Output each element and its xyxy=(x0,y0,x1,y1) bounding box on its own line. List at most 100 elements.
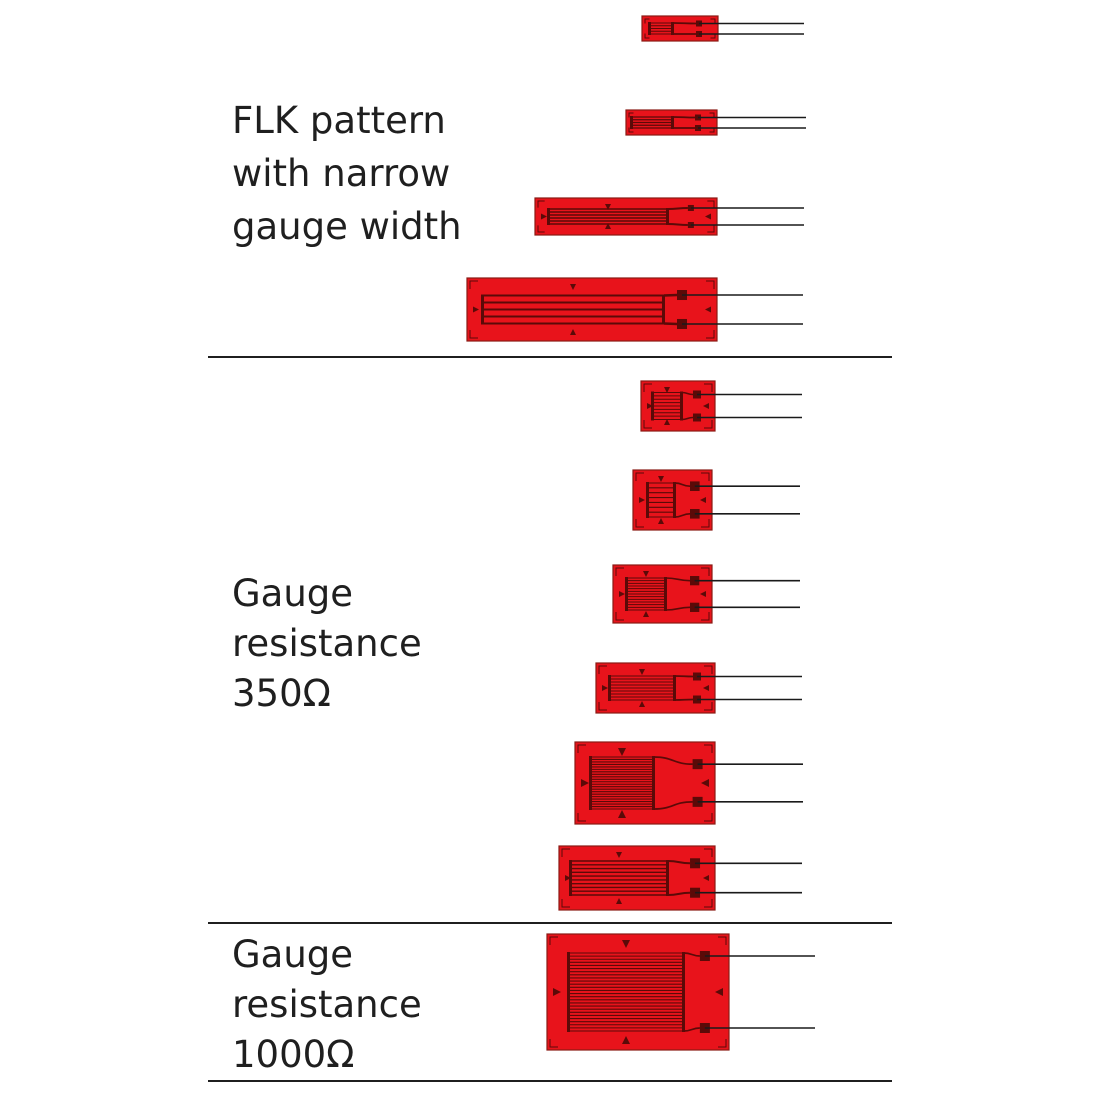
corner-mark xyxy=(701,519,710,528)
grid-end-left xyxy=(547,208,550,225)
lead-trace xyxy=(674,512,691,518)
lead-trace xyxy=(672,116,696,119)
alignment-mark xyxy=(700,591,706,597)
alignment-mark xyxy=(553,988,561,996)
corner-mark xyxy=(704,744,713,753)
alignment-mark xyxy=(703,685,709,691)
label-line: with narrow xyxy=(232,152,451,195)
strain-gauge xyxy=(546,933,815,1051)
corner-mark xyxy=(704,702,713,711)
corner-mark xyxy=(709,127,715,133)
corner-mark xyxy=(549,1039,558,1048)
divider-1000 xyxy=(208,1080,892,1082)
corner-mark xyxy=(644,18,650,24)
alignment-mark xyxy=(643,571,649,577)
corner-mark xyxy=(704,383,713,392)
strain-gauge xyxy=(534,197,804,236)
alignment-mark xyxy=(664,419,670,425)
corner-mark xyxy=(561,899,570,908)
strain-gauge xyxy=(612,564,800,624)
corner-mark xyxy=(706,330,715,339)
alignment-mark xyxy=(639,669,645,675)
lead-trace xyxy=(672,22,697,25)
label-line: Gauge xyxy=(232,572,354,615)
corner-mark xyxy=(537,225,545,233)
corner-mark xyxy=(718,1039,727,1048)
lead-trace xyxy=(674,482,691,488)
corner-mark xyxy=(704,665,713,674)
corner-mark xyxy=(643,420,652,429)
grid-end-left xyxy=(646,482,649,518)
alignment-mark xyxy=(581,779,589,787)
corner-mark xyxy=(598,665,607,674)
alignment-mark xyxy=(618,748,626,756)
lead-trace xyxy=(681,416,694,421)
alignment-mark xyxy=(664,387,670,393)
grid-end-left xyxy=(630,116,633,129)
corner-mark xyxy=(643,383,652,392)
lead-trace xyxy=(653,756,693,765)
lead-trace xyxy=(665,577,691,582)
corner-mark xyxy=(644,33,650,39)
grid-end-left xyxy=(625,577,628,611)
alignment-mark xyxy=(619,591,625,597)
corner-mark xyxy=(628,127,634,133)
grid-end-right xyxy=(671,22,674,35)
lead-trace xyxy=(667,860,691,865)
grid-end-right xyxy=(652,756,655,810)
corner-mark xyxy=(706,280,715,289)
section-label-flk: FLK pattern with narrow gauge width xyxy=(232,94,532,253)
alignment-mark xyxy=(541,213,547,220)
label-line: 350Ω xyxy=(232,672,331,715)
alignment-mark xyxy=(565,875,571,881)
corner-mark xyxy=(710,18,716,24)
corner-mark xyxy=(709,112,715,118)
corner-mark xyxy=(561,848,570,857)
corner-mark xyxy=(549,936,558,945)
grid-end-right xyxy=(671,116,674,129)
corner-mark xyxy=(707,200,715,208)
corner-mark xyxy=(635,519,644,528)
alignment-mark xyxy=(605,223,611,229)
alignment-mark xyxy=(703,875,709,881)
grid-end-right xyxy=(682,952,685,1032)
corner-mark xyxy=(615,567,624,576)
grid-end-left xyxy=(608,675,611,701)
gauge-backing xyxy=(534,197,718,236)
alignment-mark xyxy=(639,497,645,503)
grid-end-right xyxy=(673,482,676,518)
label-line: 1000Ω xyxy=(232,1033,355,1076)
strain-gauge xyxy=(625,109,806,136)
divider-350 xyxy=(208,922,892,924)
corner-mark xyxy=(469,330,478,339)
alignment-mark xyxy=(647,403,653,409)
grid-end-left xyxy=(589,756,592,810)
corner-mark xyxy=(701,567,710,576)
alignment-mark xyxy=(701,779,709,787)
lead-trace xyxy=(683,1027,700,1032)
alignment-mark xyxy=(616,852,622,858)
strain-gauge xyxy=(632,469,800,531)
grid-end-left xyxy=(481,294,484,325)
lead-trace xyxy=(667,223,688,227)
grid-end-right xyxy=(664,577,667,611)
alignment-mark xyxy=(622,940,630,948)
corner-mark xyxy=(537,200,545,208)
strain-gauge xyxy=(466,277,803,342)
label-line: resistance xyxy=(232,983,422,1026)
corner-mark xyxy=(701,472,710,481)
label-line: Gauge xyxy=(232,933,354,976)
strain-gauge xyxy=(574,741,803,825)
corner-mark xyxy=(598,702,607,711)
alignment-mark xyxy=(700,497,706,503)
alignment-mark xyxy=(658,476,664,482)
grid-end-right xyxy=(680,391,683,421)
gauge-backing xyxy=(558,845,716,911)
alignment-mark xyxy=(705,213,711,220)
corner-mark xyxy=(628,112,634,118)
grid-end-right xyxy=(666,208,669,225)
lead-trace xyxy=(667,891,691,896)
alignment-mark xyxy=(705,306,711,313)
lead-trace xyxy=(681,391,694,396)
